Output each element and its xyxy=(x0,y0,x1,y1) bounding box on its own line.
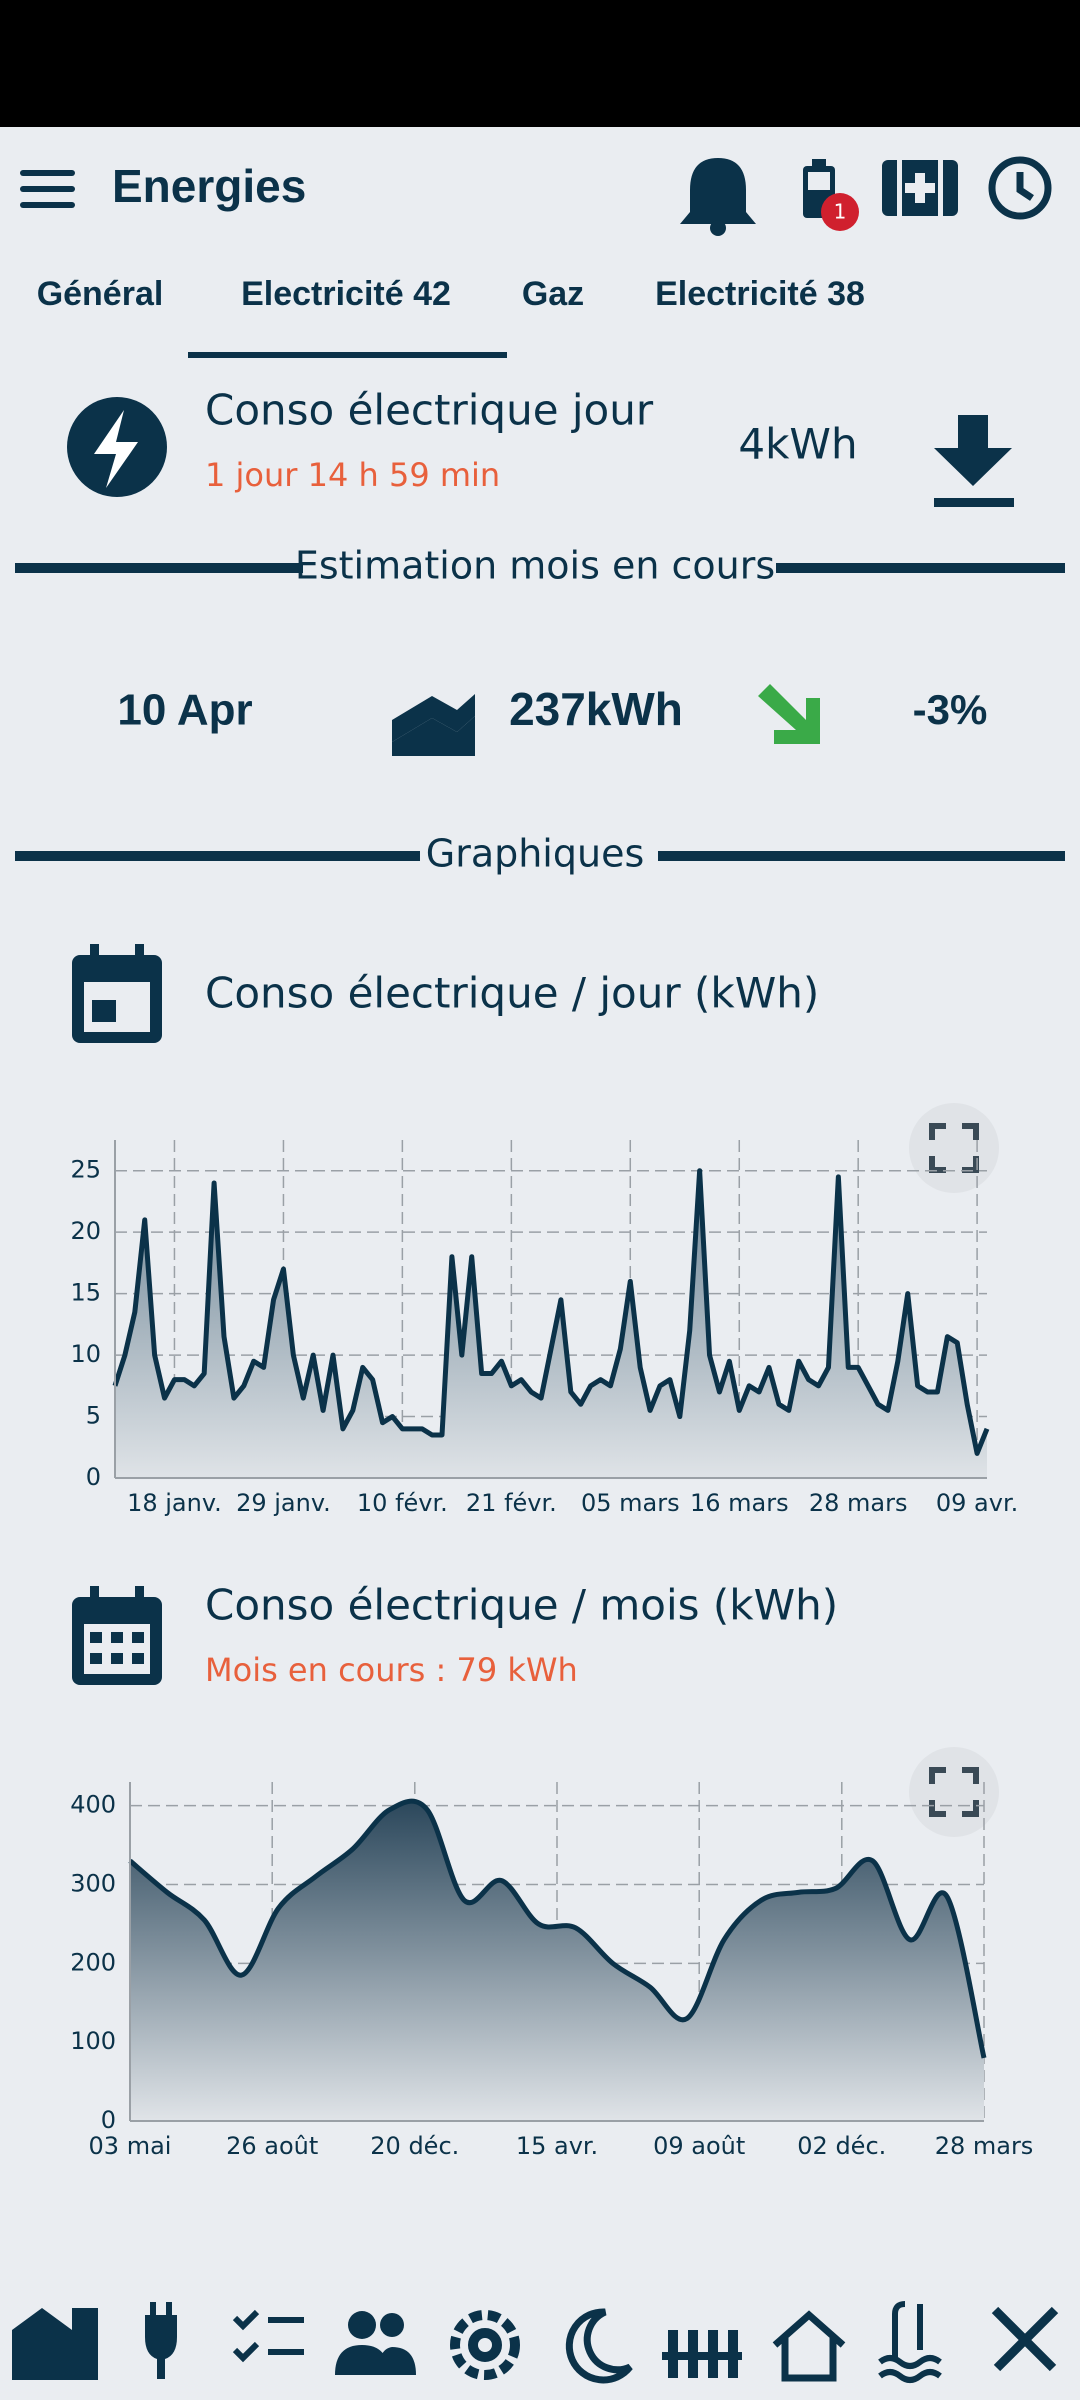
y-tick-label: 20 xyxy=(70,1217,101,1245)
x-tick-label: 28 mars xyxy=(935,2132,1034,2160)
badge: 1 xyxy=(834,200,847,224)
trend-icon xyxy=(392,694,475,756)
y-tick-label: 10 xyxy=(70,1340,101,1368)
nav-heating[interactable] xyxy=(662,2330,742,2378)
estimate-date: 10 Apr xyxy=(117,686,252,735)
line xyxy=(128,1798,987,2059)
area-fill xyxy=(130,1801,984,2121)
summary-title: Conso électrique jour xyxy=(205,386,654,435)
download-button[interactable] xyxy=(934,415,1014,507)
line xyxy=(112,1168,990,1456)
bottom-nav xyxy=(12,2301,1059,2384)
y-tick-label: 25 xyxy=(70,1156,101,1184)
chart-title: Conso électrique / jour (kWh) xyxy=(205,969,819,1018)
calendar-icon xyxy=(72,944,162,1043)
divider xyxy=(658,851,1065,861)
tab[interactable]: Général xyxy=(37,275,164,313)
y-tick-label: 300 xyxy=(70,1869,116,1897)
app-title: Energies xyxy=(112,160,306,212)
calendar-icon xyxy=(72,1586,162,1685)
fullscreen-button[interactable] xyxy=(909,1747,999,1837)
divider xyxy=(776,563,1065,573)
clock-icon[interactable] xyxy=(988,156,1052,220)
nav-tasks[interactable] xyxy=(232,2309,304,2363)
x-tick-label: 15 avr. xyxy=(516,2132,598,2160)
trend-arrow xyxy=(758,684,820,744)
nav-buildings[interactable] xyxy=(12,2308,98,2380)
nav-plug[interactable] xyxy=(145,2302,177,2379)
fullscreen-button[interactable] xyxy=(909,1103,999,1193)
y-tick-label: 15 xyxy=(70,1279,101,1307)
area-fill xyxy=(115,1170,987,1478)
medical-icon[interactable] xyxy=(882,160,958,216)
nav-pool[interactable] xyxy=(878,2301,942,2383)
y-tick-label: 5 xyxy=(86,1402,101,1430)
y-tick-label: 400 xyxy=(70,1791,116,1819)
tab[interactable]: Gaz xyxy=(522,275,584,313)
chart-title: Conso électrique / mois (kWh) xyxy=(205,1581,838,1630)
y-tick-label: 200 xyxy=(70,1948,116,1976)
estimate-change: -3% xyxy=(913,686,988,733)
nav-people[interactable] xyxy=(335,2311,416,2375)
chart-subtitle: Mois en cours : 79 kWh xyxy=(205,1651,578,1689)
tab-active[interactable]: Electricité 42 xyxy=(241,275,451,313)
x-tick-label: 18 janv. xyxy=(127,1489,222,1517)
estimate-value: 237kWh xyxy=(509,683,683,735)
x-tick-label: 29 janv. xyxy=(236,1489,331,1517)
nav-night[interactable] xyxy=(565,2308,633,2384)
battery-icon[interactable]: 1 xyxy=(803,159,859,231)
section-heading: Graphiques xyxy=(426,832,645,876)
divider xyxy=(15,851,420,861)
summary-subtitle: 1 jour 14 h 59 min xyxy=(205,456,500,494)
y-tick-label: 100 xyxy=(70,2027,116,2055)
x-tick-label: 05 mars xyxy=(581,1489,680,1517)
tab-indicator xyxy=(188,352,507,358)
x-tick-label: 16 mars xyxy=(690,1489,789,1517)
nav-tools[interactable] xyxy=(991,2306,1059,2372)
x-tick-label: 26 août xyxy=(226,2132,318,2160)
x-tick-label: 20 déc. xyxy=(370,2132,459,2160)
menu-button[interactable] xyxy=(20,170,75,208)
tab[interactable]: Electricité 38 xyxy=(655,275,865,313)
divider xyxy=(15,563,303,573)
x-tick-label: 02 déc. xyxy=(797,2132,886,2160)
x-tick-label: 21 févr. xyxy=(466,1489,557,1517)
nav-settings[interactable] xyxy=(450,2310,520,2380)
section-heading: Estimation mois en cours xyxy=(295,544,775,588)
x-tick-label: 03 mai xyxy=(89,2132,172,2160)
y-tick-label: 0 xyxy=(101,2106,116,2134)
summary-value: 4kWh xyxy=(738,420,857,469)
status-bar xyxy=(0,0,1080,127)
nav-home[interactable] xyxy=(772,2310,846,2382)
bell-icon[interactable] xyxy=(680,158,756,236)
x-tick-label: 09 avr. xyxy=(936,1489,1018,1517)
x-tick-label: 28 mars xyxy=(809,1489,908,1517)
x-tick-label: 10 févr. xyxy=(357,1489,448,1517)
x-tick-label: 09 août xyxy=(653,2132,745,2160)
lightning-icon xyxy=(67,397,167,497)
y-tick-label: 0 xyxy=(86,1463,101,1491)
